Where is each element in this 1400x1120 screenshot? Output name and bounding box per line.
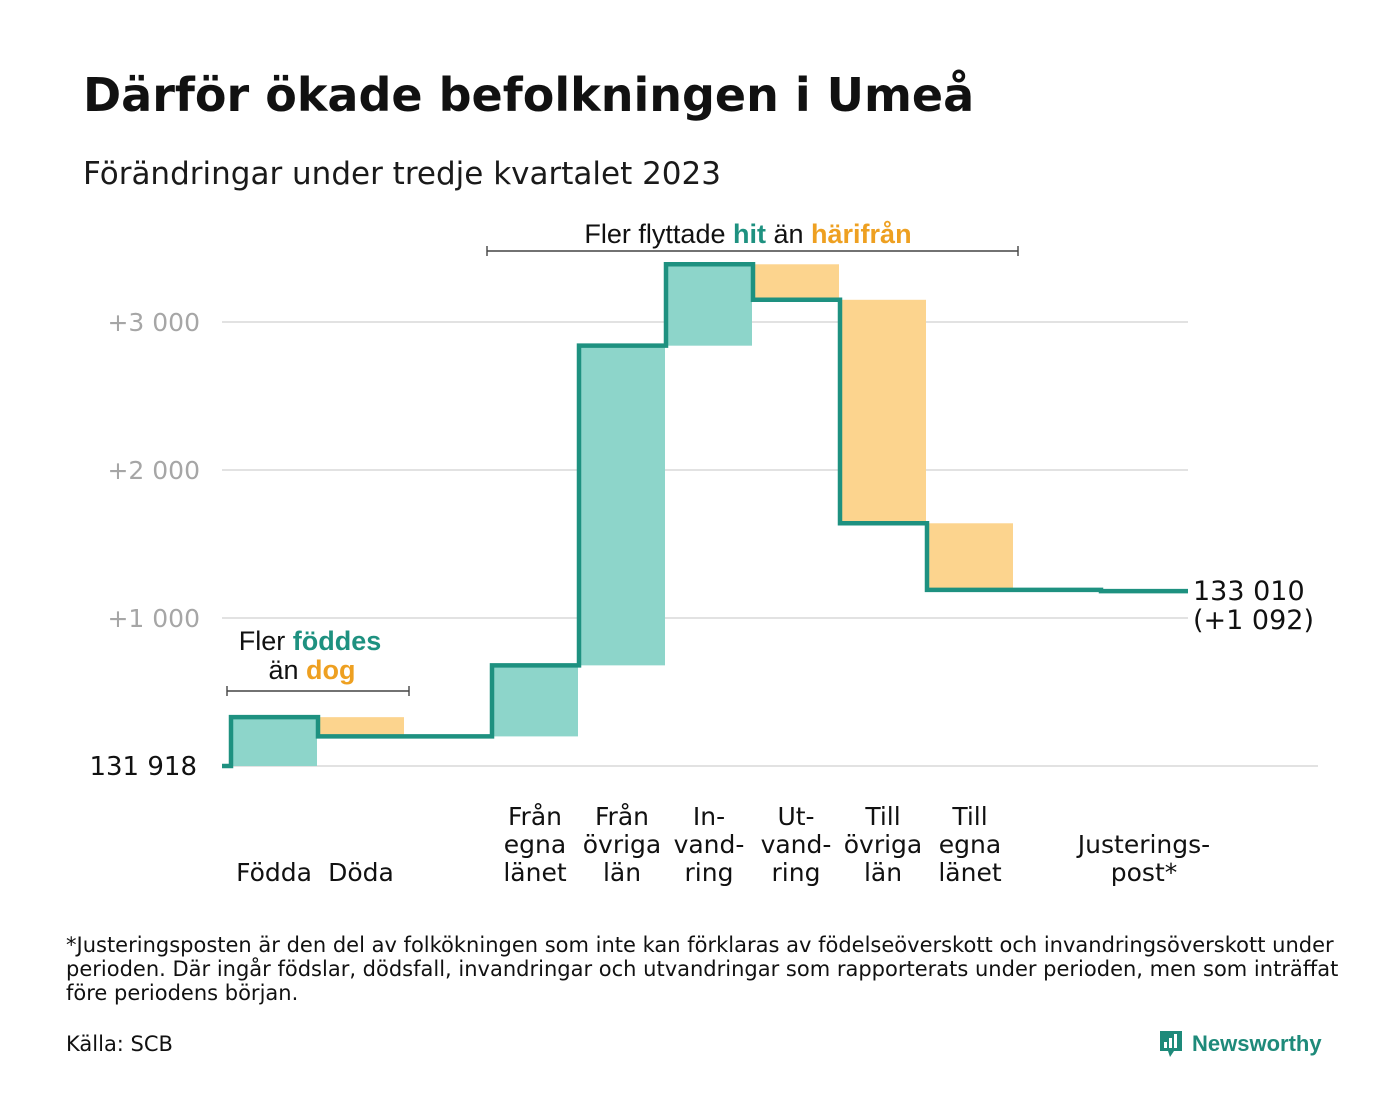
annotation-deaths-highlight: dog xyxy=(306,655,355,685)
annotation-migration-hit: hit xyxy=(733,219,766,249)
x-category-label-4-1: Från xyxy=(508,802,562,831)
x-category-label-9-2: egna xyxy=(939,830,1001,859)
chart-title: Därför ökade befolkningen i Umeå xyxy=(83,68,975,122)
cumulative-step-line xyxy=(222,262,1188,769)
x-category-label-7-1: Ut- xyxy=(777,802,814,831)
x-category-label-4-2: egna xyxy=(504,830,566,859)
annotation-migration-pre: Fler flyttade xyxy=(584,219,733,249)
x-category-label-8-1: Till xyxy=(864,802,900,831)
annotation-migration-bracket xyxy=(486,246,1019,256)
source-label: Källa: SCB xyxy=(66,1032,173,1056)
x-category-label-7-3: ring xyxy=(772,858,821,887)
x-category-label-8-2: övriga xyxy=(844,830,923,859)
annotation-migration-harifran: härifrån xyxy=(811,219,912,249)
annotation-births-deaths-pre: Fler xyxy=(239,626,293,656)
annotation-deaths-pre: än xyxy=(268,655,306,685)
x-category-label-11-2: post* xyxy=(1111,858,1178,887)
x-category-label-5-2: övriga xyxy=(583,830,662,859)
brand[interactable]: Newsworthy xyxy=(1158,1026,1322,1062)
x-category-label-9-3: länet xyxy=(938,858,1001,887)
end-value-label: 133 010 xyxy=(1193,576,1305,607)
bar-6 xyxy=(666,264,752,346)
x-category-label-11-1: Justerings- xyxy=(1076,830,1210,859)
annotation-births-deaths-line2: än dog xyxy=(268,655,355,685)
bar-5 xyxy=(579,345,665,666)
x-category-label-5-3: län xyxy=(603,858,641,887)
x-category-label-9-1: Till xyxy=(951,802,987,831)
y-tick-label-2: +2 000 xyxy=(107,456,200,485)
annotation-migration: Fler flyttade hit än härifrån xyxy=(584,219,911,249)
end-change-label: (+1 092) xyxy=(1193,605,1314,636)
bar-8 xyxy=(840,299,926,524)
x-category-label-6-1: In- xyxy=(693,802,725,831)
y-tick-label-1: +1 000 xyxy=(107,604,200,633)
start-value-label: 131 918 xyxy=(89,752,197,782)
x-category-label-6-3: ring xyxy=(685,858,734,887)
bar-9 xyxy=(927,523,1013,590)
x-category-label-1-1: Födda xyxy=(236,858,312,887)
chart-subtitle: Förändringar under tredje kvartalet 2023 xyxy=(83,156,721,192)
x-category-label-5-1: Från xyxy=(595,802,649,831)
bar-4 xyxy=(492,665,578,737)
bar-7 xyxy=(753,264,839,300)
annotation-migration-mid: än xyxy=(766,219,811,249)
footnote: *Justeringsposten är den del av folkökni… xyxy=(66,933,1339,1005)
x-category-label-6-2: vand- xyxy=(674,830,745,859)
annotation-births-highlight: föddes xyxy=(293,626,382,656)
annotation-births-deaths-bracket xyxy=(226,686,410,696)
x-category-label-2-1: Döda xyxy=(328,858,394,887)
annotation-births-deaths-line1: Fler föddes xyxy=(239,626,382,656)
bar-2 xyxy=(318,717,404,737)
y-tick-label-3: +3 000 xyxy=(107,308,200,337)
x-category-label-8-3: län xyxy=(864,858,902,887)
newsworthy-logo-icon xyxy=(1160,1031,1182,1057)
brand-name: Newsworthy xyxy=(1192,1031,1322,1056)
x-category-label-4-3: länet xyxy=(503,858,566,887)
x-category-label-7-2: vand- xyxy=(761,830,832,859)
bar-1 xyxy=(231,717,317,766)
